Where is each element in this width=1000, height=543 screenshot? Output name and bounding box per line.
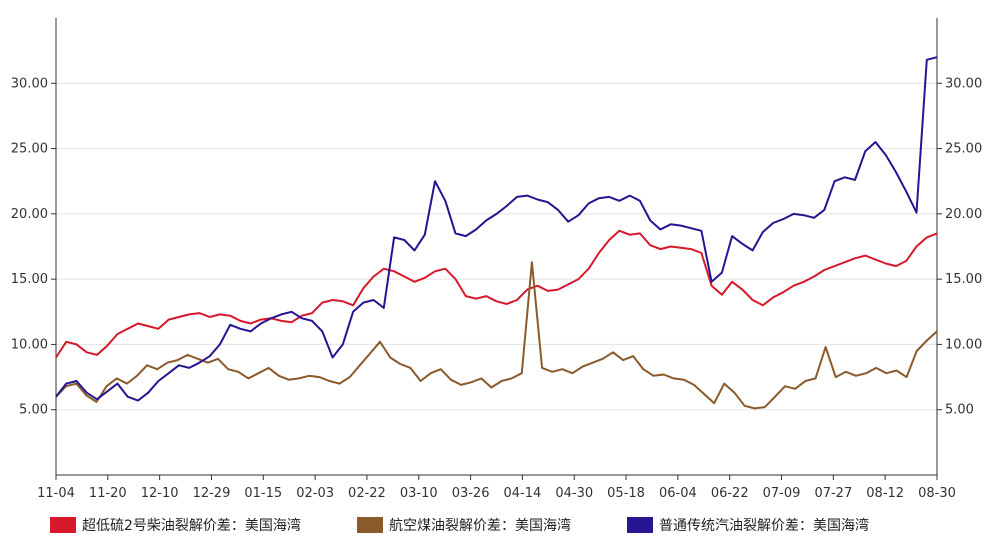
series-line-3 bbox=[55, 56, 938, 402]
legend-swatch bbox=[50, 517, 76, 533]
left-y-tick-label: 20.00 bbox=[11, 207, 48, 222]
x-tick-label: 02-22 bbox=[348, 486, 386, 501]
left-y-tick-label: 10.00 bbox=[11, 337, 48, 352]
legend-swatch bbox=[357, 517, 383, 533]
x-tick-label: 08-12 bbox=[866, 486, 904, 501]
right-y-tick-label: 15.00 bbox=[945, 272, 982, 287]
x-tick-label: 04-30 bbox=[555, 486, 593, 501]
legend-swatch bbox=[627, 517, 653, 533]
right-y-tick-label: 20.00 bbox=[945, 207, 982, 222]
x-tick-label: 02-03 bbox=[296, 486, 334, 501]
x-tick-label: 07-27 bbox=[814, 486, 852, 501]
x-tick-label: 11-04 bbox=[37, 486, 75, 501]
legend-label: 普通传统汽油裂解价差：美国海湾 bbox=[659, 517, 869, 534]
x-tick-label: 07-09 bbox=[763, 486, 801, 501]
right-y-tick-label: 25.00 bbox=[945, 142, 982, 157]
legend-label: 超低硫2号柴油裂解价差：美国海湾 bbox=[82, 517, 301, 534]
series-line-2 bbox=[55, 261, 938, 410]
right-y-tick-label: 10.00 bbox=[945, 337, 982, 352]
right-y-tick-label: 5.00 bbox=[945, 403, 974, 418]
left-y-tick-label: 15.00 bbox=[11, 272, 48, 287]
x-tick-label: 11-20 bbox=[89, 486, 127, 501]
left-y-tick-label: 5.00 bbox=[19, 403, 48, 418]
x-tick-label: 01-15 bbox=[244, 486, 282, 501]
gridlines bbox=[56, 82, 937, 411]
x-tick-label: 04-14 bbox=[504, 486, 542, 501]
left-y-tick-label: 25.00 bbox=[11, 142, 48, 157]
x-tick-label: 03-10 bbox=[400, 486, 438, 501]
left-y-tick-labels: 5.00 10.00 15.00 20.00 25.00 30.00 bbox=[11, 76, 56, 418]
legend-label: 航空煤油裂解价差：美国海湾 bbox=[389, 517, 571, 534]
x-tick-label: 12-29 bbox=[193, 486, 231, 501]
series-line-1 bbox=[55, 229, 938, 359]
legend: 超低硫2号柴油裂解价差：美国海湾 航空煤油裂解价差：美国海湾 普通传统汽油裂解价差：… bbox=[50, 517, 869, 534]
left-y-tick-label: 30.00 bbox=[11, 76, 48, 91]
x-tick-label: 12-10 bbox=[141, 486, 179, 501]
x-tick-label: 08-30 bbox=[918, 486, 956, 501]
x-tick-label: 06-04 bbox=[659, 486, 697, 501]
x-tick-label: 05-18 bbox=[607, 486, 645, 501]
right-y-tick-labels: 5.00 10.00 15.00 20.00 25.00 30.00 bbox=[937, 76, 982, 418]
x-tick-label: 03-26 bbox=[452, 486, 490, 501]
series-lines bbox=[55, 56, 938, 410]
x-tick-labels: 11-04 11-20 12-10 12-29 01-15 02-03 02-22 03-10… bbox=[37, 475, 956, 501]
x-tick-label: 06-22 bbox=[711, 486, 749, 501]
right-y-tick-label: 30.00 bbox=[945, 76, 982, 91]
